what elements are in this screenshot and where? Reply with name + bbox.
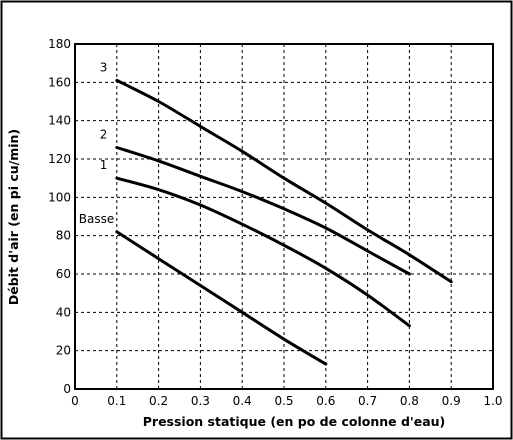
x-tick-label: 0.5 bbox=[274, 394, 293, 408]
y-axis-title: Débit d'air (en pi cu/min) bbox=[6, 129, 21, 305]
series-line-basse bbox=[115, 230, 328, 366]
x-tick-label: 0.6 bbox=[316, 394, 335, 408]
y-tick-label: 0 bbox=[63, 382, 71, 396]
y-tick-label: 20 bbox=[56, 344, 71, 358]
grid bbox=[75, 44, 493, 389]
plot-area-border bbox=[74, 43, 494, 390]
x-tick-label: 0.9 bbox=[442, 394, 461, 408]
y-tick-label: 120 bbox=[48, 152, 71, 166]
series-label-basse: Basse bbox=[79, 212, 114, 226]
y-tick-label: 180 bbox=[48, 37, 71, 51]
series-label-3: 3 bbox=[100, 60, 108, 74]
y-tick-label: 140 bbox=[48, 114, 71, 128]
series-label-2: 2 bbox=[100, 128, 108, 142]
y-tick-label: 40 bbox=[56, 305, 71, 319]
series-line-2 bbox=[115, 146, 411, 276]
series-labels: 3 2 1 Basse bbox=[79, 60, 114, 225]
series-line-3 bbox=[115, 78, 453, 284]
x-tick-label: 0.7 bbox=[358, 394, 377, 408]
x-axis-title: Pression statique (en po de colonne d'ea… bbox=[143, 414, 446, 429]
y-tick-label: 80 bbox=[56, 229, 71, 243]
series-lines bbox=[115, 78, 453, 366]
y-axis-tick-labels: 0 20 40 60 80 100 120 140 160 180 bbox=[48, 37, 71, 396]
x-tick-label: 0.3 bbox=[191, 394, 210, 408]
y-tick-label: 160 bbox=[48, 75, 71, 89]
x-tick-label: 0 bbox=[71, 394, 79, 408]
x-tick-label: 0.4 bbox=[233, 394, 252, 408]
y-tick-label: 100 bbox=[48, 190, 71, 204]
x-axis-tick-labels: 0 0.1 0.2 0.3 0.4 0.5 0.6 0.7 0.8 0.9 1.0 bbox=[71, 394, 502, 408]
x-tick-label: 0.1 bbox=[107, 394, 126, 408]
x-tick-label: 0.2 bbox=[149, 394, 168, 408]
x-tick-label: 0.8 bbox=[400, 394, 419, 408]
x-tick-label: 1.0 bbox=[483, 394, 502, 408]
series-label-1: 1 bbox=[100, 158, 108, 172]
series-line-1 bbox=[115, 176, 411, 328]
y-tick-label: 60 bbox=[56, 267, 71, 281]
